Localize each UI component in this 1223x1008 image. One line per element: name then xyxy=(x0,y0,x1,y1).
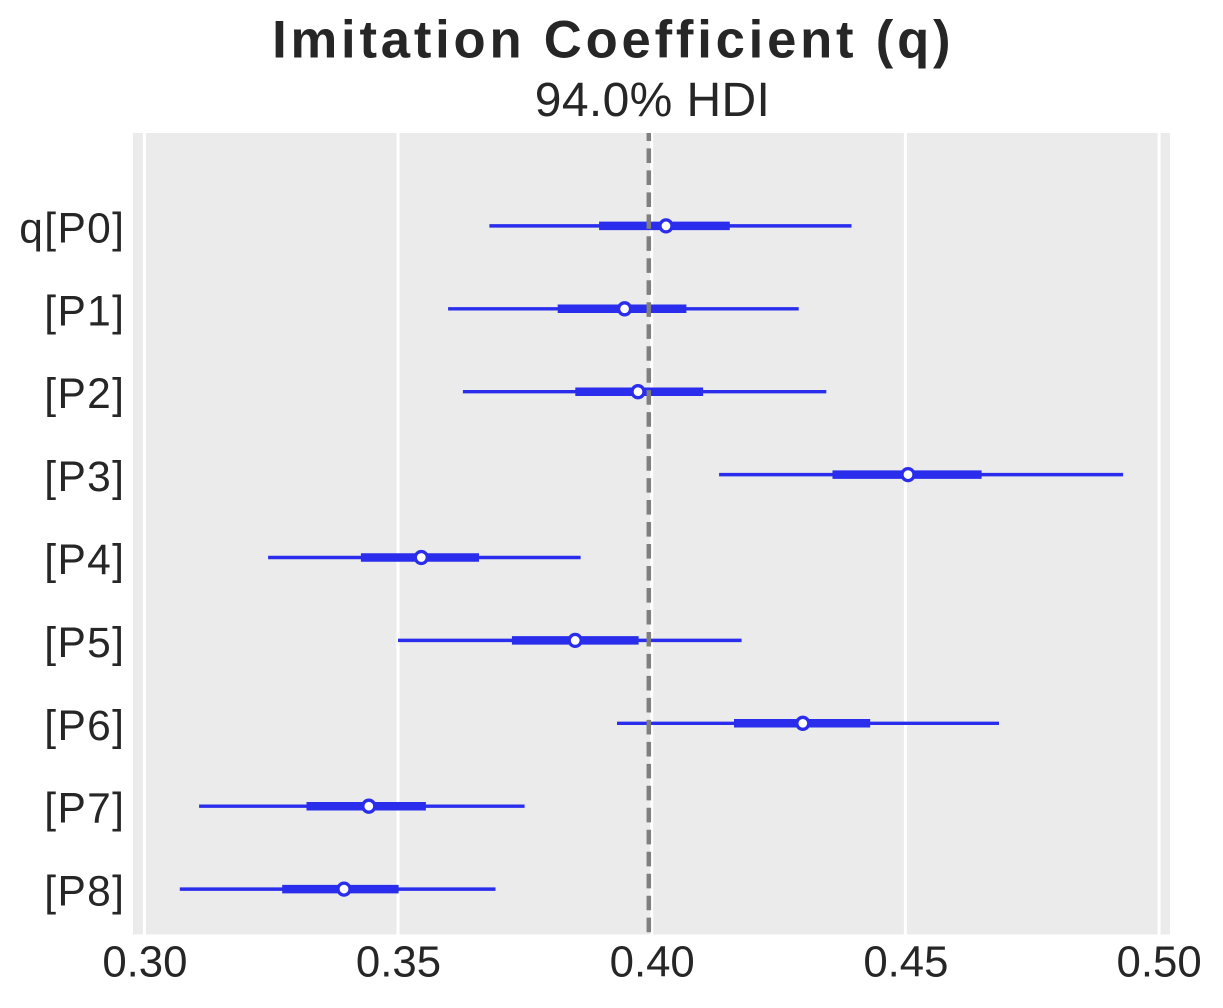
svg-text:[P6]: [P6] xyxy=(44,703,125,750)
svg-text:0.35: 0.35 xyxy=(356,937,441,986)
svg-text:Imitation Coefficient (q): Imitation Coefficient (q) xyxy=(272,11,954,70)
svg-text:0.50: 0.50 xyxy=(1117,937,1202,986)
svg-text:[P8]: [P8] xyxy=(44,869,125,916)
svg-text:94.0% HDI: 94.0% HDI xyxy=(535,74,770,127)
svg-text:[P4]: [P4] xyxy=(44,537,125,584)
svg-text:[P3]: [P3] xyxy=(44,454,125,501)
svg-text:[P1]: [P1] xyxy=(44,288,125,335)
svg-text:[P7]: [P7] xyxy=(44,786,125,833)
svg-text:0.30: 0.30 xyxy=(102,937,187,986)
svg-text:[P5]: [P5] xyxy=(44,620,125,667)
svg-text:[P2]: [P2] xyxy=(44,371,125,418)
svg-text:0.45: 0.45 xyxy=(863,937,948,986)
svg-text:q[P0]: q[P0] xyxy=(19,205,125,252)
svg-text:0.40: 0.40 xyxy=(610,937,695,986)
